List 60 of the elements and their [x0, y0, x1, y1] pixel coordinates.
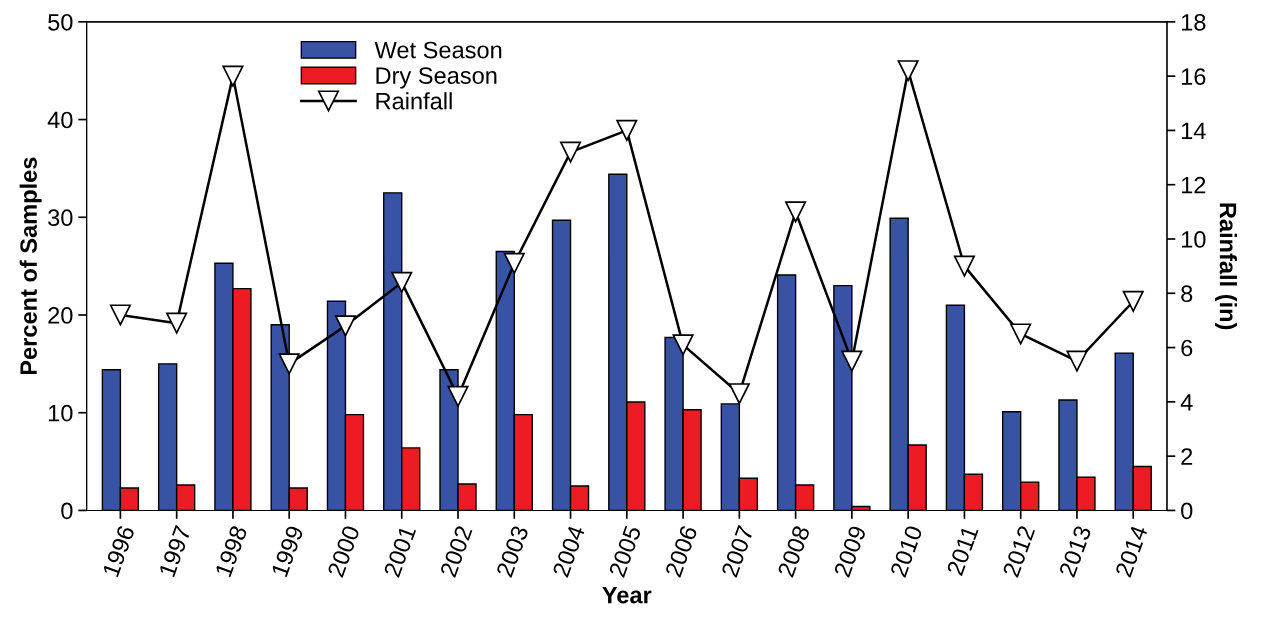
- point: [391, 271, 413, 293]
- y-tick-label: 10: [48, 404, 73, 422]
- y2-tick-label: 2: [1181, 448, 1193, 465]
- y2-tick-label: 12: [1181, 176, 1206, 194]
- point: [222, 65, 244, 87]
- legend-label: Rainfall: [376, 92, 452, 110]
- x-tick-label: 2001: [383, 524, 417, 578]
- x-tick-label: 1996: [102, 524, 135, 578]
- x-tick-label: 2014: [1114, 524, 1148, 578]
- x-tick-label: 2008: [777, 524, 811, 578]
- y2-tick-label: 6: [1181, 339, 1193, 357]
- x-tick-label: 2013: [1058, 524, 1092, 578]
- point: [897, 60, 919, 82]
- y-tick-label: 50: [48, 13, 73, 31]
- y2-tick-label: 0: [1181, 502, 1193, 520]
- x-tick-label: 2004: [552, 524, 586, 578]
- point: [334, 315, 357, 337]
- y2-axis-title: Rainfall (in): [1214, 203, 1237, 330]
- point: [1010, 323, 1032, 345]
- y-tick-label: 30: [48, 209, 73, 227]
- point: [728, 383, 750, 405]
- point: [503, 252, 525, 274]
- point: [166, 312, 188, 334]
- x-tick-label: 2002: [439, 524, 473, 578]
- x-tick-label: 2007: [721, 524, 754, 578]
- x-tick-label: 2005: [608, 524, 642, 578]
- y-tick-label: 0: [61, 502, 73, 520]
- x-tick-label: 2000: [327, 524, 361, 578]
- y2-tick-label: 10: [1181, 231, 1206, 248]
- point: [109, 304, 131, 326]
- x-tick-label: 2003: [495, 524, 529, 578]
- y2-tick-label: 4: [1180, 394, 1193, 411]
- point: [616, 119, 638, 141]
- x-tick-label: 2010: [889, 524, 923, 578]
- y-tick-label: 40: [47, 111, 73, 129]
- y2-tick-label: 14: [1181, 122, 1206, 139]
- point: [559, 141, 582, 163]
- point: [841, 350, 863, 372]
- point: [447, 385, 469, 407]
- legend-label: Wet Season: [374, 41, 502, 59]
- point: [1066, 350, 1088, 372]
- y-tick-label: 20: [48, 307, 73, 324]
- x-tick-label: 1998: [214, 524, 248, 578]
- y2-tick-label: 8: [1181, 285, 1193, 303]
- point: [278, 353, 300, 375]
- x-tick-label: 2006: [664, 524, 698, 578]
- point: [672, 334, 694, 356]
- x-tick-label: 2012: [1002, 524, 1036, 578]
- point: [953, 255, 975, 277]
- x-tick-label: 1997: [158, 524, 192, 578]
- y2-tick-label: 16: [1181, 68, 1206, 85]
- y2-tick-label: 18: [1181, 13, 1206, 31]
- x-tick-label: 1999: [271, 524, 304, 578]
- point: [1122, 290, 1144, 312]
- x-axis-title: Year: [602, 586, 652, 604]
- legend-label: Dry Season: [376, 67, 497, 89]
- x-tick-label: 2011: [946, 524, 979, 577]
- y-axis-title: Percent of Samples: [19, 157, 42, 375]
- x-tick-label: 2009: [833, 524, 867, 578]
- point: [785, 201, 807, 223]
